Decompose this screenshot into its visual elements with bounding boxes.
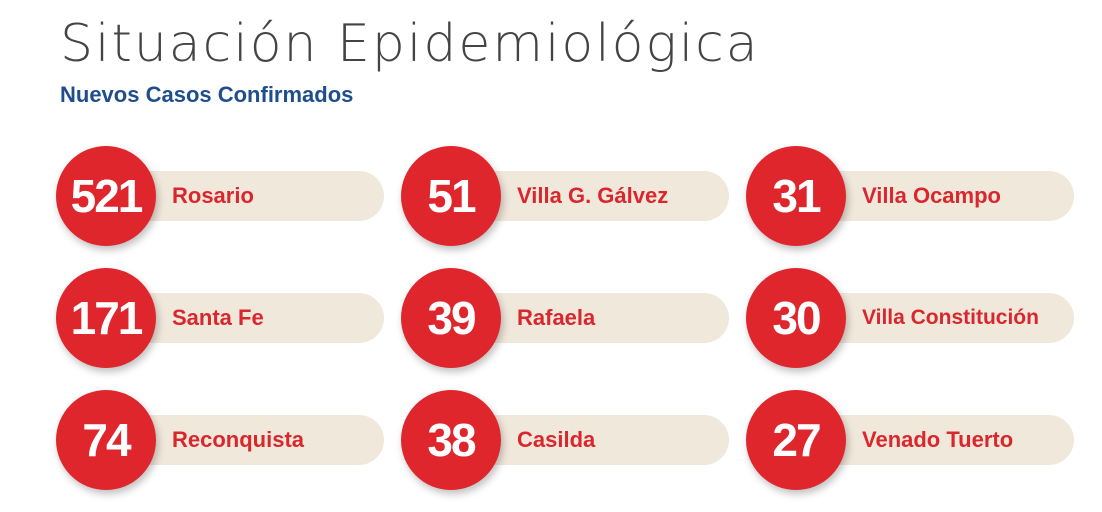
case-card: Reconquista 74 <box>56 390 386 490</box>
case-city: Venado Tuerto <box>862 427 1014 452</box>
case-count: 171 <box>56 268 156 368</box>
case-count: 521 <box>56 146 156 246</box>
case-count: 51 <box>401 146 501 246</box>
case-count: 31 <box>746 146 846 246</box>
case-card: Venado Tuerto 27 <box>746 390 1076 490</box>
case-city: Villa Ocampo <box>862 183 1001 208</box>
case-card: Villa Constitución 30 <box>746 268 1076 368</box>
case-city: Casilda <box>517 427 596 452</box>
case-card: Villa G. Gálvez 51 <box>401 146 731 246</box>
case-pill <box>806 293 1074 343</box>
case-card: Rosario 521 <box>56 146 386 246</box>
page-title: Situación Epidemiológica <box>60 14 760 74</box>
case-pill <box>116 171 384 221</box>
case-city: Santa Fe <box>172 305 264 330</box>
case-card: Casilda 38 <box>401 390 731 490</box>
case-card: Villa Ocampo 31 <box>746 146 1076 246</box>
cases-grid: Rosario 521 Villa G. Gálvez 51 Villa Oca… <box>56 146 1076 498</box>
case-city: Reconquista <box>172 427 305 452</box>
case-card: Santa Fe 171 <box>56 268 386 368</box>
case-count: 39 <box>401 268 501 368</box>
case-pill <box>116 415 384 465</box>
case-count: 30 <box>746 268 846 368</box>
case-count: 38 <box>401 390 501 490</box>
case-pill <box>116 293 384 343</box>
page-subtitle: Nuevos Casos Confirmados <box>60 82 354 107</box>
case-pill <box>806 171 1074 221</box>
case-pill <box>461 171 729 221</box>
case-pill <box>461 415 729 465</box>
case-city: Rafaela <box>517 305 596 330</box>
case-count: 74 <box>56 390 156 490</box>
case-city: Villa Constitución <box>862 306 1039 329</box>
case-pill <box>461 293 729 343</box>
case-city: Rosario <box>172 183 254 208</box>
case-pill <box>806 415 1074 465</box>
case-count: 27 <box>746 390 846 490</box>
case-card: Rafaela 39 <box>401 268 731 368</box>
case-city: Villa G. Gálvez <box>517 183 669 208</box>
